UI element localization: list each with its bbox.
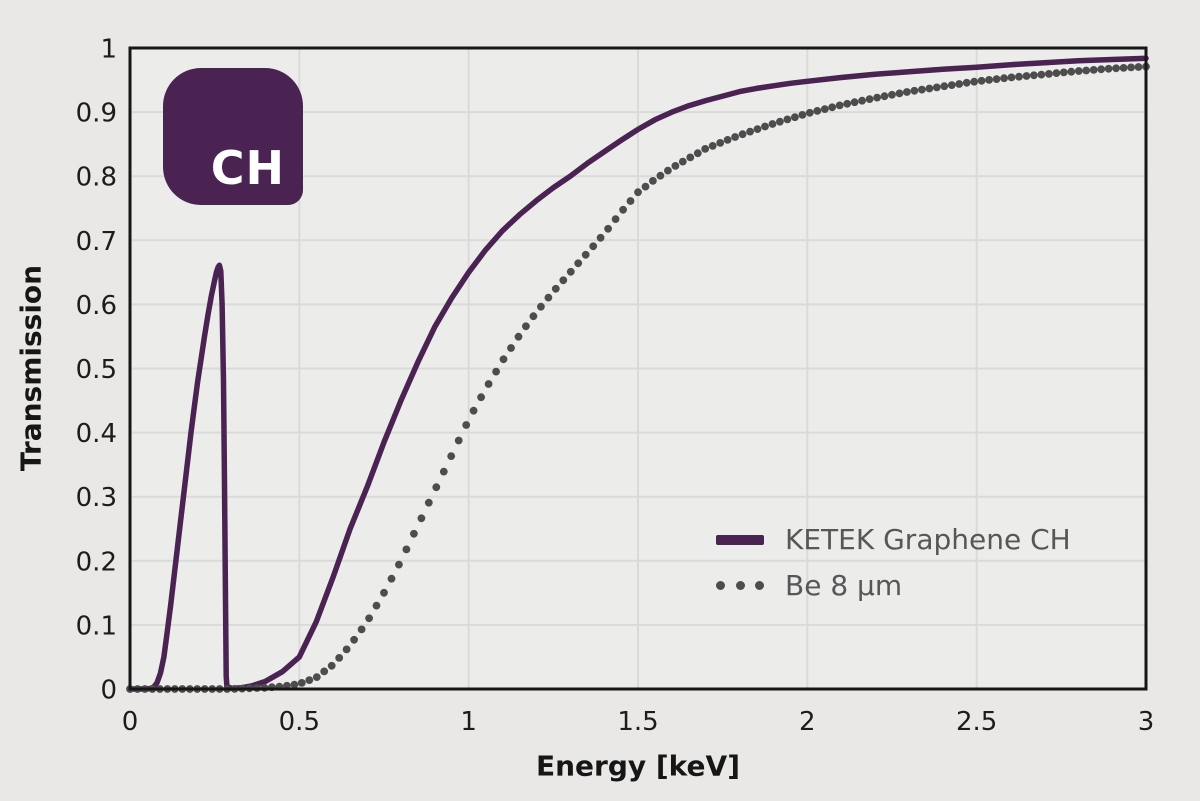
svg-text:1.5: 1.5 <box>617 707 658 737</box>
dot-icon <box>735 581 745 590</box>
solid-line-icon <box>716 534 764 545</box>
svg-text:0.1: 0.1 <box>76 611 117 641</box>
legend-label-be: Be 8 μm <box>785 569 903 602</box>
svg-text:1: 1 <box>100 35 117 65</box>
svg-text:0.5: 0.5 <box>279 707 320 737</box>
legend-label-graphene: KETEK Graphene CH <box>785 523 1071 556</box>
graphene-line-swatch <box>716 534 764 545</box>
x-axis-title: Energy [keV] <box>535 749 741 783</box>
svg-text:0.5: 0.5 <box>76 355 117 385</box>
svg-text:2: 2 <box>799 707 816 737</box>
ch-badge: CH <box>163 68 303 205</box>
dot-icon <box>755 581 764 590</box>
svg-text:0.9: 0.9 <box>76 99 117 129</box>
svg-text:1: 1 <box>460 707 477 737</box>
ch-badge-label: CH <box>210 141 285 195</box>
svg-text:0.7: 0.7 <box>76 227 117 257</box>
svg-text:2.5: 2.5 <box>956 707 997 737</box>
be-dots-swatch <box>716 581 764 590</box>
svg-text:0.3: 0.3 <box>76 483 117 513</box>
svg-text:0.2: 0.2 <box>76 547 117 577</box>
legend: KETEK Graphene CH Be 8 μm <box>716 523 1071 602</box>
svg-text:0.6: 0.6 <box>76 291 117 321</box>
legend-item-graphene: KETEK Graphene CH <box>716 523 1071 556</box>
legend-item-be: Be 8 μm <box>716 569 1071 602</box>
svg-text:0: 0 <box>100 676 117 706</box>
svg-text:3: 3 <box>1138 707 1155 737</box>
svg-text:0: 0 <box>122 707 139 737</box>
svg-text:0.8: 0.8 <box>76 163 117 193</box>
svg-text:0.4: 0.4 <box>76 419 117 449</box>
y-axis-title: Transmission <box>14 264 48 472</box>
dot-icon <box>716 581 725 590</box>
